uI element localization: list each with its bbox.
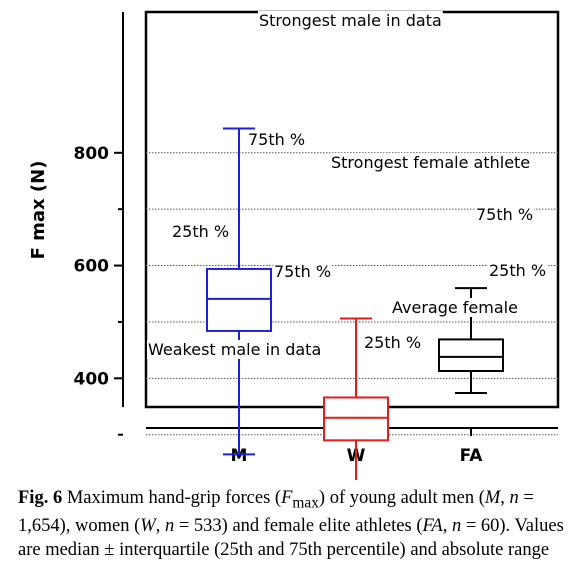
y-tick-label: 800 [74, 144, 110, 164]
annotation-bg [391, 298, 519, 317]
box-fa [438, 287, 504, 394]
box-w [323, 317, 389, 480]
annotation-w-median: Average female [392, 298, 518, 317]
x-tick-label: M [231, 446, 248, 466]
annotation-fa-q3: 75th % [476, 205, 533, 224]
caption-text: ) of young adult men ( [318, 488, 485, 508]
annotation-fa-max: Strongest female athlete [331, 153, 530, 172]
caption-text: = 533) and female elite athletes ( [174, 516, 423, 537]
figure-caption: Fig. 6 Maximum hand-grip forces (Fmax) o… [18, 487, 574, 562]
annotation-w-q1: 25th % [364, 333, 421, 352]
x-tick-label: FA [460, 446, 484, 466]
caption-var: n [509, 488, 519, 508]
annotation-bg [171, 222, 231, 241]
caption-text: = 1,654), women ( [18, 488, 534, 537]
annotation-bg [475, 205, 535, 224]
caption-text: , [155, 516, 165, 537]
iqr-box [206, 267, 272, 332]
caption-var: F [281, 488, 293, 508]
annotation-w-q3: 75th % [274, 262, 331, 281]
annotation-bg [247, 130, 307, 149]
y-axis-title: F max (N) [28, 161, 49, 260]
annotation-bg [363, 333, 423, 352]
caption-var: M [484, 488, 501, 508]
boxes [206, 127, 504, 480]
y-axis: 200400600800 [74, 12, 124, 436]
annotation-bg [330, 153, 532, 172]
annotation-bg [147, 340, 323, 359]
annotation-m-max: Strongest male in data [259, 11, 442, 30]
annotation-m-q3: 75th % [248, 130, 305, 149]
annotation-fa-q1: 25th % [489, 261, 546, 280]
caption-var: W [140, 516, 156, 537]
annotation-m-min: Weakest male in data [148, 340, 321, 359]
annotation-bg [258, 11, 443, 30]
caption-text: = 60). Values are median ± interquartile… [18, 516, 564, 560]
caption-subscript: max [292, 494, 319, 512]
y-tick-label: 400 [74, 369, 110, 389]
caption-var: n [451, 516, 462, 537]
caption-text: Maximum hand-grip forces ( [62, 488, 282, 508]
caption-var: n [164, 516, 175, 537]
annotation-bg [273, 262, 333, 281]
caption-text: , [442, 516, 452, 537]
annotation-m-q1: 25th % [172, 222, 229, 241]
annotation-bg [488, 261, 548, 280]
caption-text: , [500, 488, 510, 508]
annotations: Strongest male in data 75th % 25th % Weakes… [147, 11, 548, 359]
y-tick-label: 600 [74, 257, 110, 277]
box-m [206, 127, 272, 456]
iqr-box [438, 338, 504, 372]
iqr-box [323, 396, 389, 442]
caption-var: FA [422, 516, 443, 537]
caption-fig-label: Fig. 6 [18, 488, 63, 508]
